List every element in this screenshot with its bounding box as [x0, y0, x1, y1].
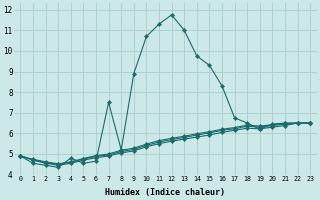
X-axis label: Humidex (Indice chaleur): Humidex (Indice chaleur)	[105, 188, 225, 197]
